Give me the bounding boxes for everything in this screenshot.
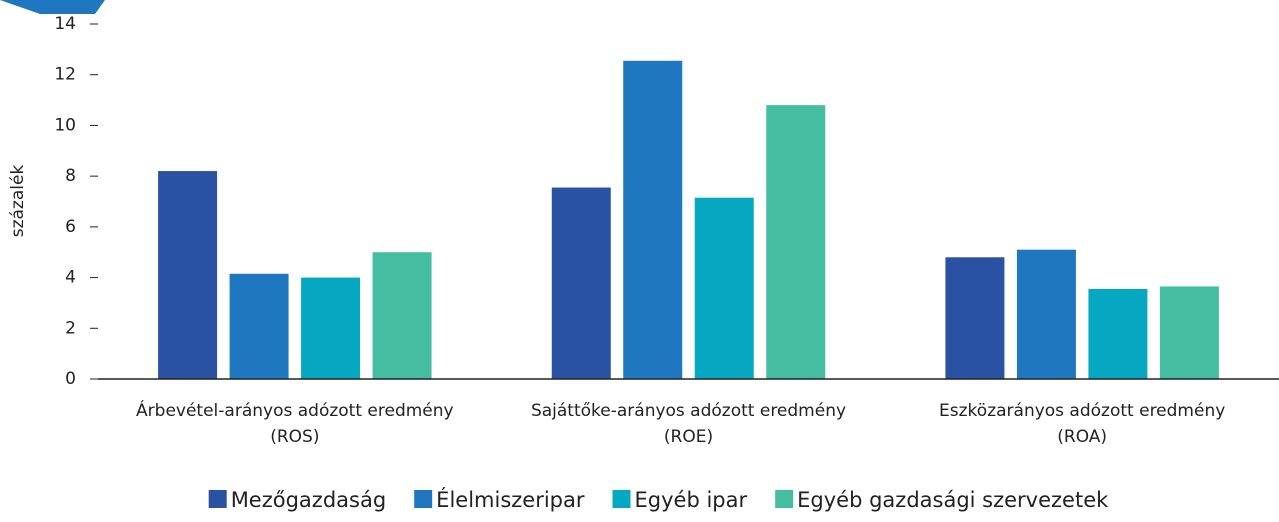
- y-tick-label: 4: [65, 268, 76, 288]
- legend-swatch: [414, 490, 433, 508]
- bar: [1159, 286, 1219, 379]
- x-tick-label: Sajáttőke-arányos adózott eredmény: [531, 401, 846, 421]
- x-tick-label: (ROE): [664, 427, 713, 447]
- legend-label: Egyéb gazdasági szervezetek: [797, 488, 1109, 512]
- y-tick-label: 14: [54, 14, 76, 34]
- bar: [229, 273, 289, 379]
- bar: [945, 257, 1005, 379]
- y-tick-label: 8: [65, 166, 76, 186]
- legend-swatch: [208, 490, 227, 508]
- x-tick-label: (ROS): [270, 427, 319, 447]
- bar: [551, 187, 611, 379]
- legend-swatch: [775, 490, 794, 508]
- legend-swatch: [612, 490, 631, 508]
- x-tick-label: (ROA): [1057, 427, 1107, 447]
- bar: [158, 171, 218, 379]
- bar: [372, 252, 432, 379]
- bar: [1088, 288, 1148, 379]
- bar: [1016, 249, 1076, 379]
- legend-label: Egyéb ipar: [635, 488, 748, 512]
- y-tick-label: 12: [54, 65, 76, 85]
- x-tick-label: Árbevétel-arányos adózott eredmény: [136, 399, 454, 421]
- legend-label: Élelmiszeripar: [436, 487, 585, 512]
- bar: [301, 277, 361, 379]
- legend-label: Mezőgazdaság: [231, 488, 386, 512]
- y-tick-label: 0: [65, 369, 76, 389]
- bar: [694, 197, 754, 379]
- y-axis-label: százalék: [8, 165, 28, 238]
- y-tick-label: 2: [65, 318, 76, 338]
- corner-decoration: [0, 0, 105, 14]
- bar: [623, 60, 683, 380]
- x-tick-label: Eszközarányos adózott eredmény: [939, 401, 1225, 421]
- bar: [766, 105, 826, 380]
- y-tick-label: 10: [54, 115, 76, 135]
- y-tick-label: 6: [65, 217, 76, 237]
